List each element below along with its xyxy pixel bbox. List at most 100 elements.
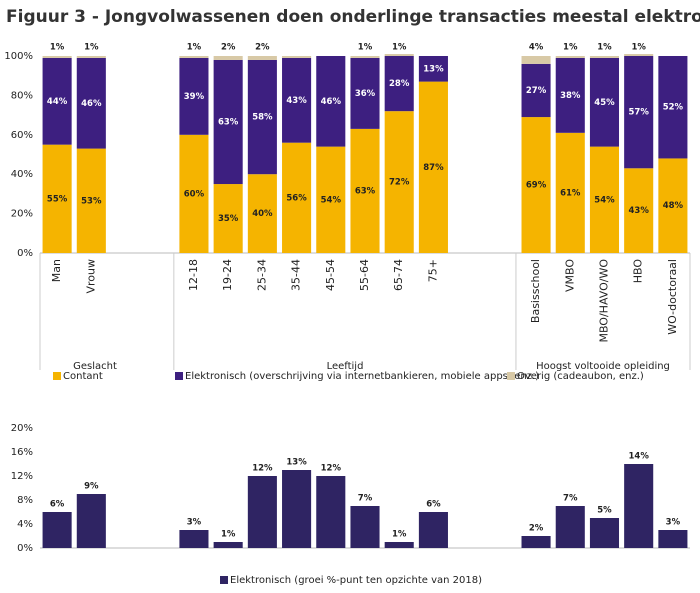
value-label: 46% <box>321 97 342 107</box>
value-label: 1% <box>563 43 578 53</box>
value-label: 1% <box>597 43 612 53</box>
x-tick-label: 65-74 <box>392 259 405 291</box>
bar <box>213 542 243 548</box>
value-label: 43% <box>629 206 650 216</box>
value-label: 1% <box>392 43 407 53</box>
bar <box>418 512 448 548</box>
y-tick-label: 40% <box>11 169 33 180</box>
value-label: 13% <box>423 64 444 74</box>
value-label: 7% <box>358 494 373 504</box>
value-label: 4% <box>529 43 544 53</box>
bar <box>384 542 414 548</box>
value-label: 2% <box>255 43 270 53</box>
value-label: 12% <box>321 464 342 474</box>
value-label: 12% <box>252 464 273 474</box>
value-label: 55% <box>47 194 68 204</box>
value-label: 40% <box>252 209 273 219</box>
bar <box>555 57 585 133</box>
value-label: 44% <box>47 97 68 107</box>
bar <box>179 56 209 58</box>
bar <box>179 134 209 253</box>
legend-label: Elektronisch (groei %-punt ten opzichte … <box>230 575 482 586</box>
value-label: 1% <box>84 43 99 53</box>
bar <box>589 146 620 253</box>
value-label: 43% <box>286 96 307 106</box>
value-label: 54% <box>594 195 615 205</box>
y-tick-label: 100% <box>4 51 33 62</box>
value-label: 56% <box>286 193 307 203</box>
y-tick-label: 4% <box>17 519 33 530</box>
bar <box>76 494 106 548</box>
value-label: 1% <box>631 43 646 53</box>
bar <box>521 56 551 64</box>
bar <box>76 148 106 253</box>
x-tick-label: 45-54 <box>324 259 337 291</box>
value-label: 1% <box>221 530 236 540</box>
bar <box>384 54 414 56</box>
y-tick-label: 0% <box>17 543 33 554</box>
chart-title: Figuur 3 - Jongvolwassenen doen onderlin… <box>6 7 700 27</box>
bar <box>316 476 346 548</box>
value-label: 36% <box>355 89 376 99</box>
value-label: 61% <box>560 188 581 198</box>
bar <box>350 56 380 58</box>
bar <box>589 56 620 58</box>
x-tick-label: 55-64 <box>358 259 371 291</box>
bar <box>247 59 277 175</box>
value-label: 27% <box>526 86 547 96</box>
value-label: 9% <box>84 482 99 492</box>
value-label: 2% <box>221 43 236 53</box>
value-label: 53% <box>81 196 102 206</box>
bar <box>418 56 448 82</box>
y-tick-label: 12% <box>11 471 33 482</box>
value-label: 54% <box>321 195 342 205</box>
bar <box>555 132 585 253</box>
value-label: 5% <box>597 506 612 516</box>
group-label: Hoogst voltooide opleiding <box>536 361 670 372</box>
value-label: 72% <box>389 178 410 188</box>
value-label: 1% <box>392 530 407 540</box>
bar <box>624 54 654 56</box>
legend-swatch <box>220 576 228 584</box>
y-tick-label: 80% <box>11 90 33 101</box>
bar <box>42 56 72 58</box>
value-label: 1% <box>358 43 373 53</box>
value-label: 48% <box>663 201 684 211</box>
bar <box>42 512 72 548</box>
value-label: 6% <box>50 500 65 510</box>
legend-swatch <box>175 372 183 380</box>
value-label: 7% <box>563 494 578 504</box>
bar <box>179 57 209 135</box>
value-label: 52% <box>663 103 684 113</box>
y-tick-label: 8% <box>17 495 33 506</box>
group-label: Leeftijd <box>327 361 364 372</box>
x-tick-label: MBO/HAVO/WO <box>597 259 610 343</box>
x-tick-label: Man <box>50 259 63 282</box>
x-tick-label: VMBO <box>563 259 576 292</box>
value-label: 45% <box>594 98 615 108</box>
value-label: 35% <box>218 214 239 224</box>
bar <box>384 111 414 253</box>
bar <box>624 56 654 169</box>
y-tick-label: 20% <box>11 209 33 220</box>
bar <box>350 57 380 129</box>
value-label: 58% <box>252 113 273 123</box>
x-tick-label: 25-34 <box>255 259 268 291</box>
legend-label: Elektronisch (overschrijving via interne… <box>185 371 539 382</box>
bar <box>316 146 346 253</box>
value-label: 63% <box>355 186 376 196</box>
bar <box>658 158 688 253</box>
bar <box>521 536 551 548</box>
bar <box>247 56 277 60</box>
value-label: 1% <box>50 43 65 53</box>
bar <box>624 464 654 548</box>
value-label: 69% <box>526 181 547 191</box>
value-label: 63% <box>218 117 239 127</box>
value-label: 6% <box>426 500 441 510</box>
bar <box>247 174 277 253</box>
x-tick-label: WO-doctoraal <box>666 259 679 335</box>
bar <box>589 57 620 147</box>
value-label: 3% <box>666 518 681 528</box>
y-tick-label: 60% <box>11 130 33 141</box>
